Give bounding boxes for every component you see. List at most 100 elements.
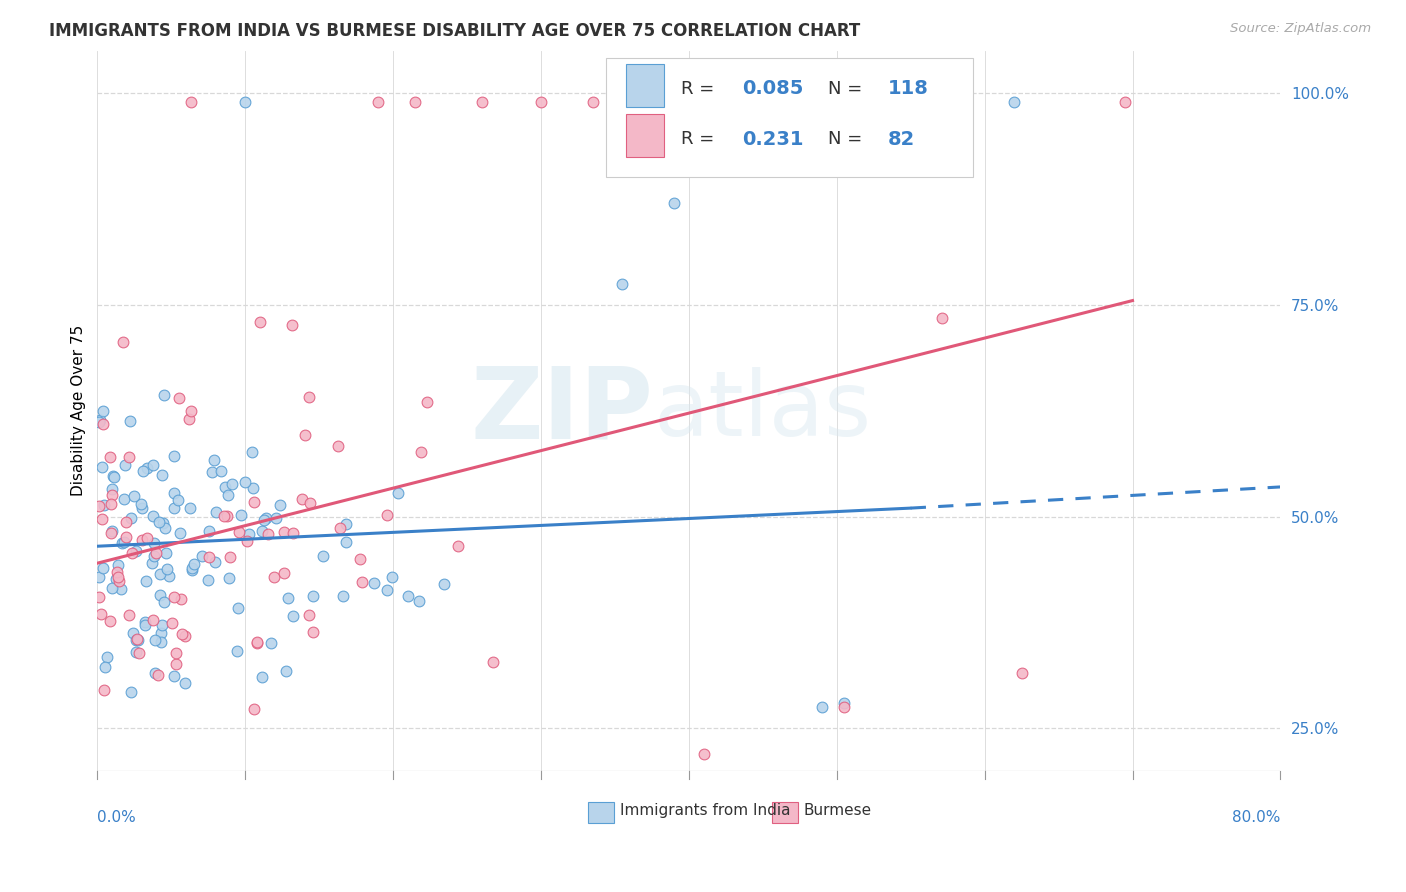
Point xyxy=(103,470,125,484)
Bar xyxy=(772,802,797,823)
Point xyxy=(662,196,685,211)
Point xyxy=(737,95,759,109)
Bar xyxy=(626,63,664,107)
Point xyxy=(141,557,163,571)
Point xyxy=(163,500,186,515)
Point xyxy=(91,561,114,575)
Bar xyxy=(626,114,664,157)
Point xyxy=(219,550,242,565)
Point xyxy=(94,659,117,673)
Point xyxy=(105,572,128,586)
Point xyxy=(246,634,269,648)
Point xyxy=(433,576,456,591)
Point xyxy=(101,468,124,483)
Point xyxy=(169,591,191,606)
Point xyxy=(89,412,111,426)
Point xyxy=(100,581,122,595)
Text: 82: 82 xyxy=(887,129,915,149)
Point xyxy=(294,427,316,442)
Point xyxy=(582,95,605,109)
Point xyxy=(87,415,110,429)
Point xyxy=(387,486,409,500)
Point xyxy=(125,632,148,646)
Point xyxy=(692,747,714,761)
Point xyxy=(114,534,136,549)
Y-axis label: Disability Age Over 75: Disability Age Over 75 xyxy=(72,325,86,496)
Point xyxy=(273,525,295,540)
Point xyxy=(204,555,226,569)
Text: N =: N = xyxy=(828,130,869,148)
Point xyxy=(299,496,322,510)
Point xyxy=(153,387,176,401)
Point xyxy=(152,595,174,609)
Point xyxy=(329,521,352,535)
Point xyxy=(152,516,174,530)
Point xyxy=(167,392,190,406)
Point xyxy=(87,570,110,584)
Point xyxy=(124,543,146,558)
Point xyxy=(302,625,325,640)
Point xyxy=(205,505,228,519)
Point xyxy=(931,311,953,326)
Point xyxy=(415,395,437,409)
Text: 0.085: 0.085 xyxy=(742,79,803,98)
Point xyxy=(335,535,357,549)
Point xyxy=(256,527,278,541)
Point xyxy=(101,524,124,539)
Point xyxy=(87,500,110,514)
Point xyxy=(163,449,186,463)
Point xyxy=(98,450,121,464)
Point xyxy=(375,582,398,597)
Point xyxy=(120,510,142,524)
Point xyxy=(142,458,165,472)
Point xyxy=(243,702,266,716)
Point xyxy=(408,594,430,608)
Point xyxy=(96,650,118,665)
Point xyxy=(302,589,325,603)
Point xyxy=(156,562,179,576)
Point xyxy=(250,524,273,539)
Point xyxy=(242,481,264,495)
Point xyxy=(174,676,197,690)
Text: 80.0%: 80.0% xyxy=(1232,810,1281,825)
Point xyxy=(93,682,115,697)
Point xyxy=(201,465,224,479)
Point xyxy=(190,549,212,563)
Point xyxy=(367,95,389,109)
Point xyxy=(180,95,202,109)
Point xyxy=(153,521,176,535)
Point xyxy=(260,636,283,650)
Point xyxy=(146,667,169,681)
Point xyxy=(100,526,122,541)
Point xyxy=(626,95,648,109)
Point xyxy=(264,511,287,525)
Point xyxy=(91,512,114,526)
Point xyxy=(167,493,190,508)
Point xyxy=(163,669,186,683)
Point xyxy=(277,591,299,605)
Point xyxy=(177,412,200,426)
Point xyxy=(107,558,129,572)
Point xyxy=(107,574,129,589)
Point xyxy=(214,479,236,493)
Point xyxy=(101,482,124,496)
Point xyxy=(212,508,235,523)
Point xyxy=(143,535,166,549)
Point xyxy=(121,626,143,640)
Point xyxy=(811,700,834,714)
Text: R =: R = xyxy=(681,130,720,148)
Point xyxy=(197,573,219,587)
Point xyxy=(396,589,419,603)
Point xyxy=(832,696,855,710)
Point xyxy=(253,513,276,527)
Point xyxy=(107,570,129,584)
Point xyxy=(100,497,122,511)
Point xyxy=(335,516,357,531)
Point xyxy=(1011,666,1033,681)
Text: Burmese: Burmese xyxy=(804,803,872,818)
Point xyxy=(404,95,426,109)
Point xyxy=(181,563,204,577)
Point xyxy=(148,515,170,529)
Point xyxy=(229,508,252,522)
Point xyxy=(240,445,263,459)
